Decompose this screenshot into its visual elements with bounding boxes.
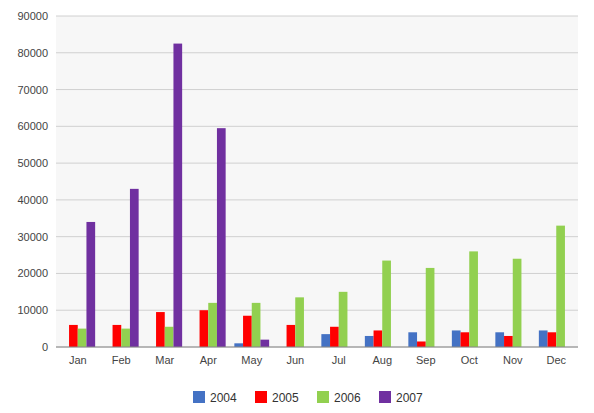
legend-swatch	[193, 391, 205, 403]
bar	[156, 312, 165, 347]
legend-swatch	[379, 391, 391, 403]
plot-area	[56, 16, 578, 347]
bar	[295, 297, 304, 347]
x-tick-label: Nov	[503, 354, 523, 366]
bar	[330, 327, 339, 347]
grid-line	[56, 89, 578, 90]
bar	[426, 268, 435, 347]
bar	[495, 332, 504, 347]
legend: 2004 2005 2006 2007	[193, 391, 423, 405]
y-tick-label: 40000	[17, 194, 48, 206]
y-tick-label: 10000	[17, 304, 48, 316]
bar	[287, 325, 296, 347]
x-tick-label: May	[241, 354, 262, 366]
bars	[69, 44, 565, 347]
bar	[78, 329, 87, 347]
chart: 0 10000 20000 30000 40000 50000 60000 70000 8000…	[0, 0, 594, 413]
bar	[234, 343, 243, 347]
bar	[69, 325, 78, 347]
x-tick-label: Aug	[372, 354, 392, 366]
y-tick-label: 30000	[17, 231, 48, 243]
legend-label: 2007	[396, 391, 423, 405]
y-tick-label: 50000	[17, 157, 48, 169]
y-tick-label: 60000	[17, 120, 48, 132]
bar	[452, 330, 461, 347]
bar	[365, 336, 374, 347]
x-tick-label: Mar	[155, 354, 174, 366]
x-tick-label: Dec	[546, 354, 566, 366]
bar	[539, 330, 548, 347]
y-tick-label: 0	[42, 341, 48, 353]
x-tick-label: Jan	[69, 354, 87, 366]
bar	[200, 310, 209, 347]
bar	[469, 251, 478, 347]
bar	[461, 332, 470, 347]
bar	[374, 330, 383, 347]
bar	[130, 189, 139, 347]
y-tick-label: 90000	[17, 10, 48, 22]
grid-line	[56, 347, 578, 348]
x-tick-label: Sep	[416, 354, 436, 366]
bar	[173, 44, 182, 347]
bar	[260, 340, 269, 347]
bar	[86, 222, 95, 347]
y-tick-label: 80000	[17, 47, 48, 59]
legend-label: 2006	[334, 391, 361, 405]
grid	[56, 16, 578, 347]
x-tick-label: Apr	[200, 354, 217, 366]
grid-line	[56, 16, 578, 17]
x-tick-label: Jul	[332, 354, 346, 366]
bar	[504, 336, 513, 347]
y-tick-label: 20000	[17, 267, 48, 279]
x-tick-label: Oct	[461, 354, 478, 366]
bar	[548, 332, 557, 347]
bar	[243, 316, 252, 347]
bar	[165, 327, 174, 347]
bar	[121, 329, 130, 347]
bar	[217, 128, 226, 347]
bar	[513, 259, 522, 347]
y-tick-label: 70000	[17, 84, 48, 96]
legend-swatch	[317, 391, 329, 403]
legend-label: 2005	[272, 391, 299, 405]
x-tick-label: Jun	[286, 354, 304, 366]
bar	[556, 226, 565, 347]
bar	[408, 332, 417, 347]
grid-line	[56, 163, 578, 164]
bar	[382, 261, 391, 347]
legend-swatch	[255, 391, 267, 403]
bar	[321, 334, 330, 347]
bar	[113, 325, 122, 347]
grid-line	[56, 52, 578, 53]
bar	[417, 341, 426, 347]
legend-label: 2004	[210, 391, 237, 405]
bar	[208, 303, 217, 347]
x-axis-line	[56, 347, 578, 348]
x-tick-label: Feb	[112, 354, 131, 366]
bar	[252, 303, 261, 347]
bar	[339, 292, 348, 347]
grid-line	[56, 126, 578, 127]
